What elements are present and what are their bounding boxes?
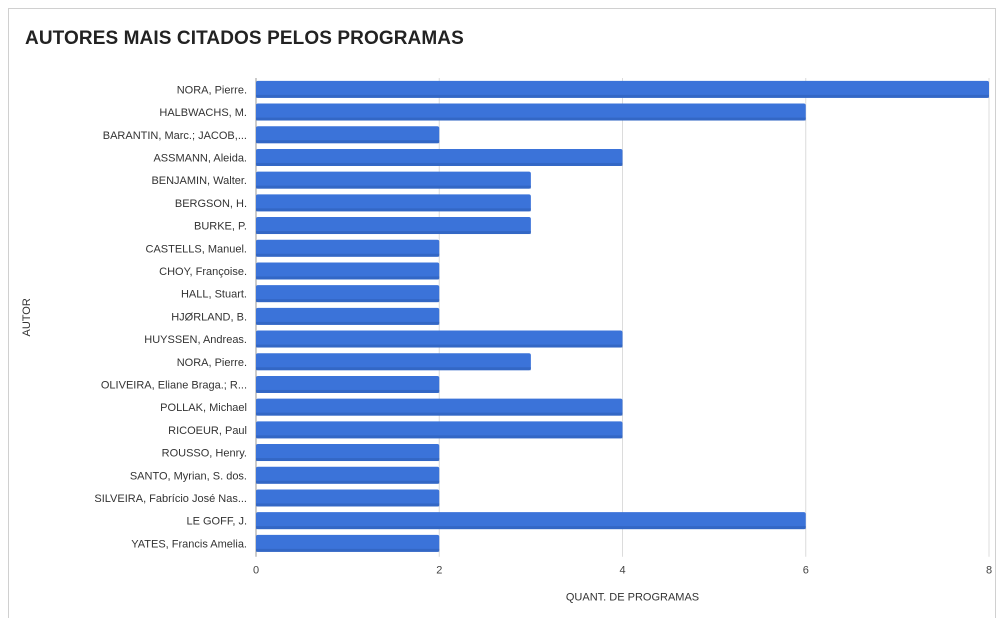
bar[interactable] — [256, 217, 531, 235]
category-label: BENJAMIN, Walter. — [151, 175, 247, 187]
bar-shadow — [256, 94, 989, 98]
category-label: SANTO, Myrian, S. dos. — [130, 470, 247, 482]
category-label: POLLAK, Michael — [160, 402, 247, 414]
bar[interactable] — [256, 126, 440, 144]
bar-shadow — [256, 117, 806, 121]
category-label: HALBWACHS, M. — [159, 107, 247, 119]
bar[interactable] — [256, 534, 440, 552]
bar-shadow — [256, 480, 440, 484]
bar[interactable] — [256, 262, 440, 280]
bar-shadow — [256, 367, 531, 371]
bar[interactable] — [256, 103, 806, 121]
bar-shadow — [256, 548, 440, 552]
category-label: HALL, Stuart. — [181, 289, 247, 301]
category-label: LE GOFF, J. — [186, 516, 247, 528]
category-label: CHOY, Françoise. — [159, 266, 247, 278]
bar-shadow — [256, 299, 440, 303]
bar-shadow — [256, 458, 440, 462]
bar-shadow — [256, 503, 440, 507]
bars — [256, 80, 989, 552]
bar[interactable] — [256, 148, 623, 166]
category-label: ROUSSO, Henry. — [162, 448, 247, 460]
bar[interactable] — [256, 307, 440, 325]
category-label: BERGSON, H. — [175, 198, 247, 210]
category-label: YATES, Francis Amelia. — [131, 538, 247, 550]
bar-shadow — [256, 140, 440, 144]
bar-shadow — [256, 321, 440, 325]
bar[interactable] — [256, 330, 623, 348]
x-tick-label: 0 — [253, 565, 259, 577]
bar[interactable] — [256, 512, 806, 530]
bar[interactable] — [256, 171, 531, 189]
bar[interactable] — [256, 285, 440, 303]
category-label: BURKE, P. — [194, 221, 247, 233]
bar-shadow — [256, 231, 531, 235]
y-axis-title: AUTOR — [21, 298, 33, 336]
x-tick-labels: 0 2 4 6 8 — [253, 565, 992, 577]
bar-shadow — [256, 276, 440, 280]
bar[interactable] — [256, 80, 989, 98]
bar-shadow — [256, 389, 440, 393]
bar[interactable] — [256, 239, 440, 257]
bar-shadow — [256, 253, 440, 257]
bar-shadow — [256, 185, 531, 189]
category-label: HJØRLAND, B. — [171, 311, 247, 323]
category-label: NORA, Pierre. — [177, 357, 247, 369]
x-tick-label: 6 — [803, 565, 809, 577]
bar[interactable] — [256, 466, 440, 484]
bar-shadow — [256, 208, 531, 212]
bar[interactable] — [256, 398, 623, 416]
bar-shadow — [256, 412, 623, 416]
x-tick-label: 8 — [986, 565, 992, 577]
category-labels: NORA, Pierre. HALBWACHS, M. BARANTIN, Marc… — [94, 84, 247, 550]
bar[interactable] — [256, 194, 531, 212]
bar[interactable] — [256, 375, 440, 393]
x-tick-label: 2 — [436, 565, 442, 577]
bar-shadow — [256, 435, 623, 439]
bar[interactable] — [256, 444, 440, 462]
bar[interactable] — [256, 353, 531, 371]
chart-title: AUTORES MAIS CITADOS PELOS PROGRAMAS — [25, 28, 464, 49]
category-label: CASTELLS, Manuel. — [146, 243, 248, 255]
bar[interactable] — [256, 421, 623, 439]
bar-shadow — [256, 526, 806, 530]
bar-shadow — [256, 162, 623, 166]
category-label: RICOEUR, Paul — [168, 425, 247, 437]
category-label: BARANTIN, Marc.; JACOB,... — [103, 130, 247, 142]
category-label: NORA, Pierre. — [177, 84, 247, 96]
chart-frame — [8, 8, 996, 618]
bar-shadow — [256, 344, 623, 348]
category-label: OLIVEIRA, Eliane Braga.; R... — [101, 379, 247, 391]
category-label: HUYSSEN, Andreas. — [144, 334, 247, 346]
x-tick-label: 4 — [619, 565, 625, 577]
x-axis-title: QUANT. DE PROGRAMAS — [566, 592, 699, 604]
bar[interactable] — [256, 489, 440, 507]
category-label: SILVEIRA, Fabrício José Nas... — [94, 493, 247, 505]
category-label: ASSMANN, Aleida. — [153, 152, 247, 164]
